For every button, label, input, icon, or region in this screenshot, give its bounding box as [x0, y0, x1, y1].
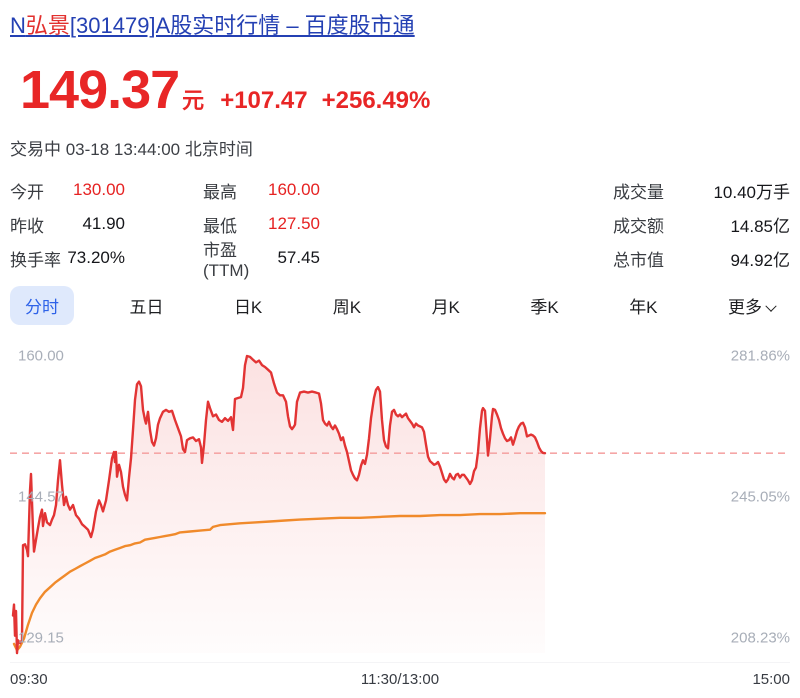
stats-row: 今开 130.00 最高 160.00 成交量 10.40万手 — [10, 173, 790, 207]
stat-prev-close: 昨收 41.90 — [10, 214, 125, 236]
average-price-line — [12, 511, 547, 652]
tab-more[interactable]: 更多 — [713, 286, 790, 325]
stat-open: 今开 130.00 — [10, 180, 125, 202]
y-axis-label-mid: 144.57 — [18, 488, 64, 506]
stats-grid: 今开 130.00 最高 160.00 成交量 10.40万手 昨收 41.90 最低 1… — [10, 173, 790, 280]
quote-block: 149.37 元 +107.47 +256.49% — [20, 62, 430, 119]
y-axis-label-low: 129.15 — [18, 629, 64, 647]
chart-canvas[interactable] — [0, 340, 800, 655]
tab-five-day[interactable]: 五日 — [129, 297, 164, 317]
y-axis-label-high: 160.00 — [18, 347, 64, 365]
title-prefix: N — [10, 13, 26, 38]
stat-high: 最高 160.00 — [203, 180, 320, 202]
stats-row: 昨收 41.90 最低 127.50 成交额 14.85亿 — [10, 207, 790, 241]
price-unit: 元 — [182, 88, 205, 113]
tab-daily-k[interactable]: 日K — [233, 297, 263, 317]
y-axis-pct-low: 208.23% — [730, 629, 790, 647]
tab-minute[interactable]: 分时 — [10, 285, 74, 325]
tab-yearly-k[interactable]: 年K — [629, 297, 658, 317]
current-price: 149.37 — [20, 60, 180, 120]
chevron-down-icon — [765, 300, 777, 312]
y-axis-pct-mid: 245.05% — [730, 488, 790, 506]
stat-low: 最低 127.50 — [203, 214, 320, 236]
trading-status: 交易中 03-18 13:44:00 北京时间 — [10, 140, 253, 159]
price-line — [11, 354, 547, 655]
x-axis-label-noon: 11:30/13:00 — [360, 671, 440, 688]
tab-weekly-k[interactable]: 周K — [332, 297, 362, 317]
x-axis-label-close: 15:00 — [752, 671, 790, 688]
x-axis: 09:30 11:30/13:00 15:00 — [10, 662, 790, 688]
chart-period-tabs: 分时 五日 日K 周K 月K 季K 年K 更多 — [10, 285, 790, 325]
page-title: N弘景[301479]A股实时行情 – 百度股市通 — [10, 8, 415, 40]
tab-monthly-k[interactable]: 月K — [431, 297, 460, 317]
tab-quarterly-k[interactable]: 季K — [530, 297, 559, 317]
stat-pe-ttm: 市盈(TTM) 57.45 — [203, 240, 320, 280]
price-change-percent: +256.49% — [321, 87, 431, 114]
stat-turnover-amount: 成交额 14.85亿 — [613, 216, 790, 236]
stat-volume: 成交量 10.40万手 — [613, 182, 790, 202]
title-rest: [301479]A股实时行情 – 百度股市通 — [69, 13, 415, 38]
intraday-chart[interactable]: 160.00 144.57 129.15 281.86% 245.05% 208… — [0, 340, 800, 655]
price-change-amount: +107.47 — [220, 87, 308, 114]
stat-market-cap: 总市值 94.92亿 — [613, 250, 790, 270]
stats-row: 换手率 73.20% 市盈(TTM) 57.45 总市值 94.92亿 — [10, 241, 790, 280]
title-stock-name: 弘景 — [25, 13, 70, 38]
price-area-fill — [13, 356, 545, 654]
stock-title-link[interactable]: N弘景[301479]A股实时行情 – 百度股市通 — [10, 13, 415, 38]
x-axis-label-open: 09:30 — [10, 671, 48, 688]
stat-turnover-rate: 换手率 73.20% — [10, 248, 125, 270]
y-axis-pct-high: 281.86% — [730, 347, 790, 365]
